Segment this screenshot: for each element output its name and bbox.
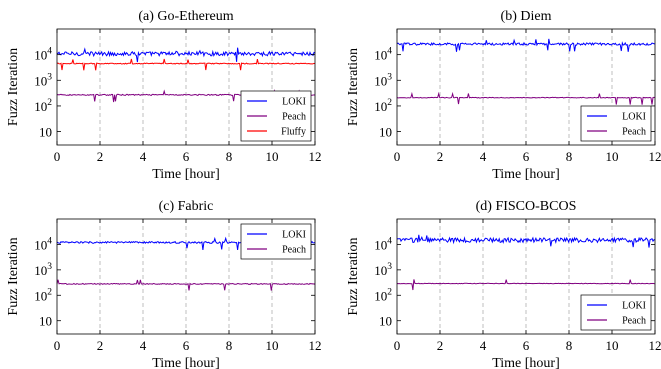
y-axis-label: Fuzz Iteration <box>346 237 361 315</box>
chart-panel-2: (c) Fabric 0 2 4 6 8 10 12 10 102 103 104 Time [hour… <box>6 199 322 369</box>
y-tick-label: 103 <box>374 262 392 278</box>
legend-label-peach: Peach <box>622 316 646 327</box>
legend-label-loki: LOKI <box>622 301 646 312</box>
y-tick-label: 102 <box>34 287 52 303</box>
y-tick-label: 104 <box>34 47 52 63</box>
series-line-peach <box>396 91 655 105</box>
legend-label-peach: Peach <box>282 245 306 256</box>
x-tick-label: 2 <box>97 338 104 353</box>
x-tick-label: 6 <box>523 338 530 353</box>
chart-title: (c) Fabric <box>159 199 214 214</box>
x-tick-label: 10 <box>266 338 279 353</box>
x-tick-label: 10 <box>606 149 619 164</box>
x-tick-label: 6 <box>183 338 190 353</box>
legend-label-loki: LOKI <box>282 97 306 108</box>
legend-label-peach: Peach <box>622 127 646 138</box>
legend-label-loki: LOKI <box>622 112 646 123</box>
y-tick-label: 103 <box>374 72 392 88</box>
x-tick-label: 2 <box>97 149 104 164</box>
series-line-peach <box>56 279 316 291</box>
y-axis-label: Fuzz Iteration <box>346 48 361 126</box>
y-tick-label: 103 <box>34 262 52 278</box>
x-axis-label: Time [hour] <box>152 167 220 182</box>
x-tick-label: 6 <box>523 149 530 164</box>
legend: LOKI Peach <box>580 294 652 331</box>
x-tick-label: 4 <box>140 149 147 164</box>
y-tick-label: 102 <box>34 98 52 114</box>
series-line-peach <box>396 279 656 291</box>
chart-panel-3: (d) FISCO-BCOS 0 2 4 6 8 10 12 10 102 103 104 Time [… <box>346 199 661 369</box>
legend: LOKI Peach <box>240 223 312 260</box>
chart-panel-1: (b) Diem 0 2 4 6 8 10 12 10 102 103 104 Time [hour] F… <box>346 9 661 182</box>
x-tick-label: 2 <box>437 338 444 353</box>
y-tick-label: 10 <box>39 314 52 329</box>
series-line-loki <box>396 234 656 248</box>
x-tick-label: 8 <box>226 338 233 353</box>
y-tick-label: 104 <box>374 236 392 252</box>
x-tick-label: 8 <box>226 149 233 164</box>
x-tick-label: 4 <box>480 338 487 353</box>
legend-label-fluffy: Fluffy <box>281 127 306 138</box>
x-tick-label: 10 <box>266 149 279 164</box>
chart-title: (a) Go-Ethereum <box>138 9 233 24</box>
y-tick-label: 103 <box>34 72 52 88</box>
chart-title: (b) Diem <box>501 9 552 24</box>
y-tick-label: 104 <box>34 236 52 252</box>
y-axis-label: Fuzz Iteration <box>6 48 21 126</box>
x-tick-label: 12 <box>649 149 661 164</box>
x-tick-label: 0 <box>394 149 401 164</box>
chart-panel-0: (a) Go-Ethereum 0 2 4 6 8 10 12 10 102 103 104 Time … <box>6 9 322 182</box>
x-tick-label: 4 <box>140 338 147 353</box>
x-tick-label: 10 <box>606 338 619 353</box>
legend-label-peach: Peach <box>282 112 306 123</box>
x-tick-label: 0 <box>54 149 61 164</box>
y-tick-label: 10 <box>379 314 392 329</box>
y-tick-label: 102 <box>374 287 392 303</box>
series-line-loki <box>396 38 656 52</box>
y-tick-label: 102 <box>374 98 392 114</box>
x-tick-label: 12 <box>309 338 322 353</box>
x-tick-label: 4 <box>480 149 487 164</box>
chart-title: (d) FISCO-BCOS <box>476 199 577 214</box>
legend-label-loki: LOKI <box>282 230 306 241</box>
x-tick-label: 8 <box>566 149 573 164</box>
x-axis-label: Time [hour] <box>492 167 560 182</box>
x-axis-label: Time [hour] <box>492 356 560 369</box>
legend-box <box>240 223 312 260</box>
legend: LOKI Peach Fluffy <box>240 90 312 142</box>
y-tick-label: 104 <box>374 47 392 63</box>
x-tick-label: 12 <box>309 149 322 164</box>
x-tick-label: 8 <box>566 338 573 353</box>
series-line-loki <box>56 47 316 63</box>
y-tick-label: 10 <box>379 125 392 140</box>
x-tick-label: 6 <box>183 149 190 164</box>
x-tick-label: 0 <box>394 338 401 353</box>
series-line-fluffy <box>56 58 316 71</box>
y-axis-label: Fuzz Iteration <box>6 237 21 315</box>
legend-box <box>580 105 652 142</box>
legend: LOKI Peach <box>580 105 652 142</box>
legend-box <box>580 294 652 331</box>
x-tick-label: 2 <box>437 149 444 164</box>
x-tick-label: 12 <box>649 338 661 353</box>
x-tick-label: 0 <box>54 338 61 353</box>
y-tick-label: 10 <box>39 125 52 140</box>
x-axis-label: Time [hour] <box>152 356 220 369</box>
